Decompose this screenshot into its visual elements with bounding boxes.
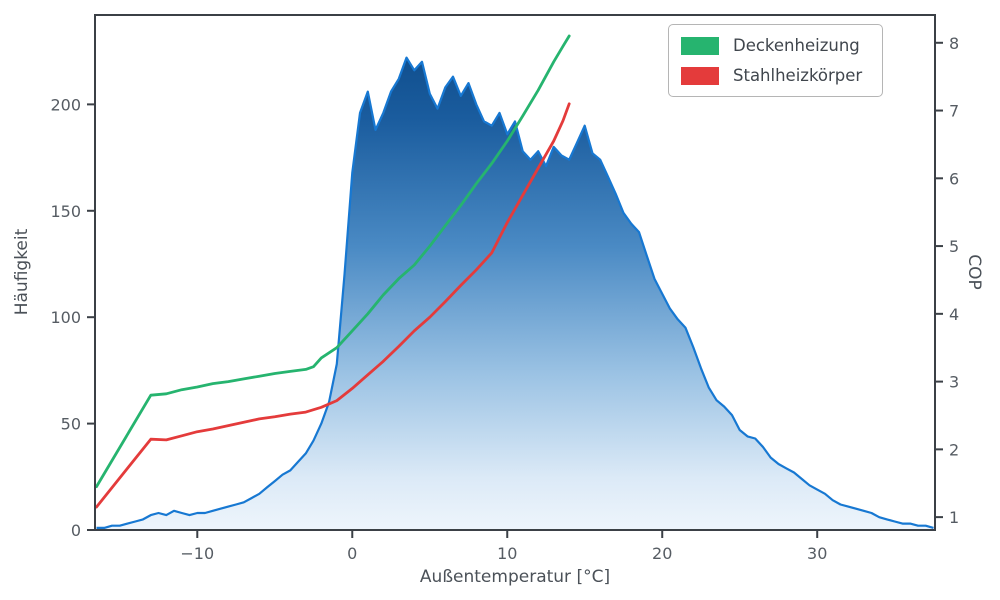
y-right-tick-label: 5 — [949, 237, 959, 256]
cop-line-stahlheizkoerper — [95, 102, 571, 509]
legend-label-stahlheizkoerper: Stahlheizkörper — [733, 66, 863, 85]
y-right-tick-label: 7 — [949, 102, 959, 121]
y-left-tick-label: 200 — [50, 95, 81, 114]
y-right-tick-label: 2 — [949, 440, 959, 459]
y-right-tick-label: 8 — [949, 34, 959, 53]
y-left-tick-label: 100 — [50, 308, 81, 327]
x-tick-label: 30 — [807, 544, 827, 563]
y-left-tick-label: 0 — [71, 521, 81, 540]
legend-swatch-green — [681, 36, 719, 55]
x-tick-label: 10 — [497, 544, 517, 563]
y-right-tick-label: 3 — [949, 373, 959, 392]
frequency-area — [96, 57, 934, 530]
legend-swatch-red — [681, 66, 719, 85]
legend: Deckenheizung Stahlheizkörper — [668, 24, 884, 97]
y-right-tick-label: 4 — [949, 305, 959, 324]
frequency-outline — [96, 56, 934, 529]
x-axis-label: Außentemperatur [°C] — [420, 567, 610, 587]
y-right-axis-label: COP — [964, 254, 984, 290]
cop-line-deckenheizung — [95, 34, 571, 488]
y-left-axis-label: Häufigkeit — [12, 228, 32, 315]
x-tick-label: 20 — [652, 544, 672, 563]
y-right-tick-label: 1 — [949, 508, 959, 527]
x-tick-label: 0 — [347, 544, 357, 563]
y-left-tick-label: 50 — [61, 415, 81, 434]
plot-frame — [94, 14, 936, 531]
legend-label-deckenheizung: Deckenheizung — [733, 36, 860, 55]
y-left-tick-label: 150 — [50, 202, 81, 221]
legend-item-stahlheizkoerper: Stahlheizkörper — [681, 66, 862, 85]
y-right-tick-label: 6 — [949, 169, 959, 188]
x-tick-label: −10 — [180, 544, 214, 563]
legend-item-deckenheizung: Deckenheizung — [681, 36, 862, 55]
